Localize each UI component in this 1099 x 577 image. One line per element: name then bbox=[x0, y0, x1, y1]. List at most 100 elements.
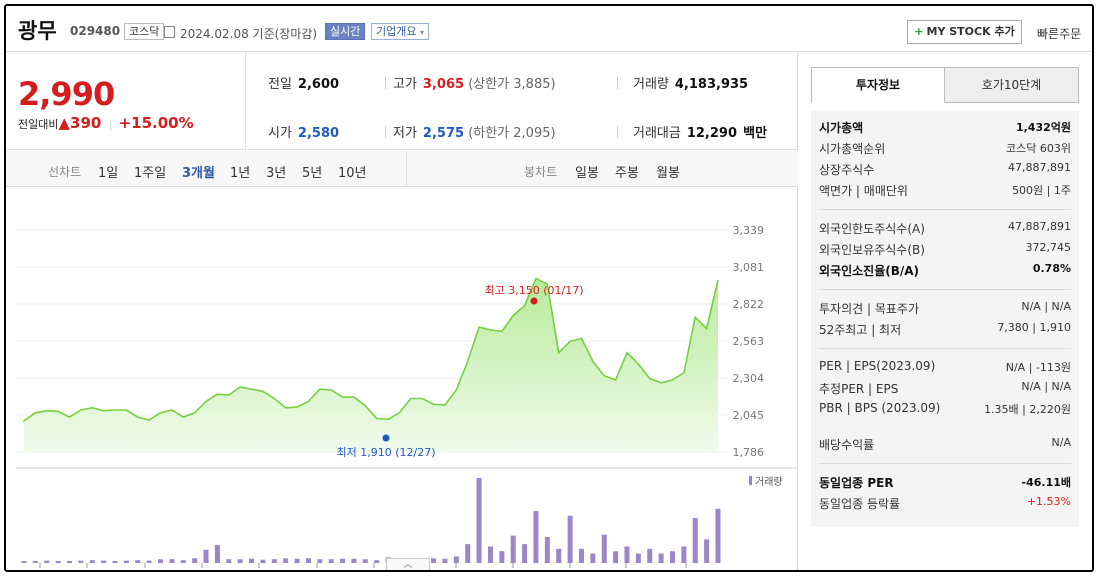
stat-prev: 전일 2,600 bbox=[268, 77, 340, 92]
period-3m[interactable]: 3개월 bbox=[182, 166, 215, 181]
info-row[interactable]: 시가총액순위 코스닥 603위 bbox=[819, 142, 1071, 156]
x-tick-label: 01/12 bbox=[497, 569, 529, 572]
tab-invest-info[interactable]: 투자정보 bbox=[811, 67, 945, 103]
volume-bar bbox=[44, 560, 50, 563]
chart-toolbar: 선차트 1일 1주일 3개월 1년 3년 5년 10년 봉차트 일봉 주봉 월봉 bbox=[6, 151, 798, 187]
period-1w[interactable]: 1주일 bbox=[134, 166, 167, 181]
info-row: 배당수익률 N/A bbox=[819, 436, 1071, 452]
stat-open: 시가 2,580 bbox=[268, 126, 340, 141]
info-row: 투자의견 | 목표주가 N/A | N/A bbox=[819, 300, 1071, 316]
change-percent: +15.00% bbox=[118, 114, 194, 132]
plus-icon: + bbox=[914, 25, 924, 38]
info-row: 외국인보유주식수(B) 372,745 bbox=[819, 241, 1071, 257]
volume-bar bbox=[658, 553, 664, 563]
volume-bar bbox=[169, 559, 175, 563]
volume-bar bbox=[613, 551, 619, 563]
volume-bar bbox=[192, 558, 198, 563]
min-marker bbox=[382, 434, 390, 442]
volume-bar bbox=[544, 537, 550, 563]
volume-bar bbox=[635, 553, 641, 563]
stat-low: 저가 2,575 (하한가 2,095) bbox=[393, 126, 556, 141]
volume-bar bbox=[158, 559, 164, 563]
volume-bar bbox=[89, 560, 95, 563]
stat-volume: 거래량 4,183,935 bbox=[633, 77, 749, 92]
stock-name: 광무 bbox=[18, 19, 57, 43]
price-line bbox=[23, 277, 719, 423]
volume-bar bbox=[203, 549, 209, 563]
period-3y[interactable]: 3년 bbox=[266, 166, 287, 181]
max-marker bbox=[530, 297, 538, 305]
volume-bar bbox=[328, 559, 334, 563]
volume-bar bbox=[487, 546, 493, 563]
line-chart-label: 선차트 bbox=[48, 165, 82, 179]
current-price: 2,990 bbox=[18, 75, 115, 113]
price-stats: 전일 2,600 고가 3,065 (상한가 3,885) 거래량 4,183,935… bbox=[247, 53, 798, 150]
price-area bbox=[24, 278, 718, 452]
stock-header: 광무 029480 코스닥 2024.02.08 기준(장마감) 실시간 기업개… bbox=[6, 6, 1092, 52]
volume-bar bbox=[522, 544, 528, 563]
info-row: 시가총액 1,432억원 bbox=[819, 121, 1071, 135]
chevron-down-icon: ▾ bbox=[419, 28, 424, 37]
volume-bar bbox=[442, 558, 448, 563]
volume-bar bbox=[681, 546, 687, 563]
quick-order-link[interactable]: 빠른주문 bbox=[1037, 27, 1082, 41]
volume-bar bbox=[249, 558, 255, 563]
candle-monthly[interactable]: 월봉 bbox=[656, 166, 680, 181]
volume-bar bbox=[271, 559, 277, 563]
volume-bar bbox=[101, 560, 107, 563]
price-box: 2,990 전일대비▲390 | +15.00% bbox=[6, 53, 246, 150]
period-5y[interactable]: 5년 bbox=[302, 166, 323, 181]
volume-legend-label: 거래량 bbox=[755, 476, 783, 488]
info-row: 외국인소진율(B/A) 0.78% bbox=[819, 262, 1071, 278]
info-row: 외국인한도주식수(A) 47,887,891 bbox=[819, 220, 1071, 236]
volume-bar bbox=[533, 511, 539, 563]
x-tick-label: 12/08 bbox=[243, 569, 275, 572]
candle-weekly[interactable]: 주봉 bbox=[615, 166, 639, 181]
volume-bar bbox=[465, 544, 471, 563]
volume-bar bbox=[112, 561, 118, 563]
volume-bar bbox=[601, 534, 607, 563]
info-row: 액면가 | 매매단위 500원 | 1주 bbox=[819, 184, 1071, 198]
period-10y[interactable]: 10년 bbox=[338, 166, 367, 181]
chevron-up-icon: ︿ bbox=[403, 560, 413, 570]
stat-amount: 거래대금 12,290 백만 bbox=[633, 126, 768, 141]
info-row[interactable]: 동일업종 등락률 +1.53% bbox=[819, 495, 1071, 511]
volume-bar bbox=[135, 560, 141, 563]
stock-panel: 광무 029480 코스닥 2024.02.08 기준(장마감) 실시간 기업개… bbox=[4, 4, 1094, 572]
x-tick-label: 11/24 bbox=[129, 569, 161, 572]
volume-bar bbox=[214, 545, 220, 563]
volume-bar bbox=[67, 561, 73, 563]
volume-bar bbox=[510, 535, 516, 563]
y-tick-label: 2,045 bbox=[733, 409, 765, 422]
volume-bar bbox=[704, 539, 710, 563]
volume-bar bbox=[283, 558, 289, 563]
volume-bar bbox=[21, 561, 27, 563]
volume-bar bbox=[180, 560, 186, 563]
market-badge: 코스닥 bbox=[124, 23, 165, 40]
x-tick-label: 11/17 bbox=[71, 569, 103, 572]
volume-bar bbox=[715, 508, 721, 563]
volume-bar bbox=[692, 518, 698, 563]
info-row: 52주최고 | 최저 7,380 | 1,910 bbox=[819, 321, 1071, 337]
period-1d[interactable]: 1일 bbox=[98, 166, 119, 181]
mystock-add-button[interactable]: + MY STOCK 추가 bbox=[907, 20, 1022, 44]
calendar-icon bbox=[164, 26, 175, 38]
volume-bar bbox=[294, 558, 300, 563]
volume-bar bbox=[362, 559, 368, 563]
volume-bar bbox=[578, 548, 584, 563]
x-tick-label: 11/13 bbox=[24, 569, 56, 572]
volume-bar bbox=[556, 548, 562, 563]
invest-info-list: 시가총액 1,432억원 시가총액순위 코스닥 603위 상장주식수 47,887,891… bbox=[811, 111, 1079, 527]
tab-orderbook[interactable]: 호가10단계 bbox=[945, 67, 1079, 103]
volume-bar bbox=[476, 478, 482, 563]
volume-bar bbox=[317, 559, 323, 563]
candle-daily[interactable]: 일봉 bbox=[575, 166, 599, 181]
collapse-button[interactable]: ︿ bbox=[386, 558, 430, 570]
info-row[interactable]: 동일업종 PER -46.11배 bbox=[819, 476, 1071, 490]
realtime-button[interactable]: 실시간 bbox=[325, 23, 366, 40]
period-1y[interactable]: 1년 bbox=[230, 166, 251, 181]
corp-info-dropdown[interactable]: 기업개요 ▾ bbox=[371, 23, 429, 40]
volume-bar bbox=[55, 561, 61, 563]
x-tick-label: 12/15 bbox=[301, 569, 333, 572]
y-tick-label: 2,563 bbox=[733, 335, 765, 348]
